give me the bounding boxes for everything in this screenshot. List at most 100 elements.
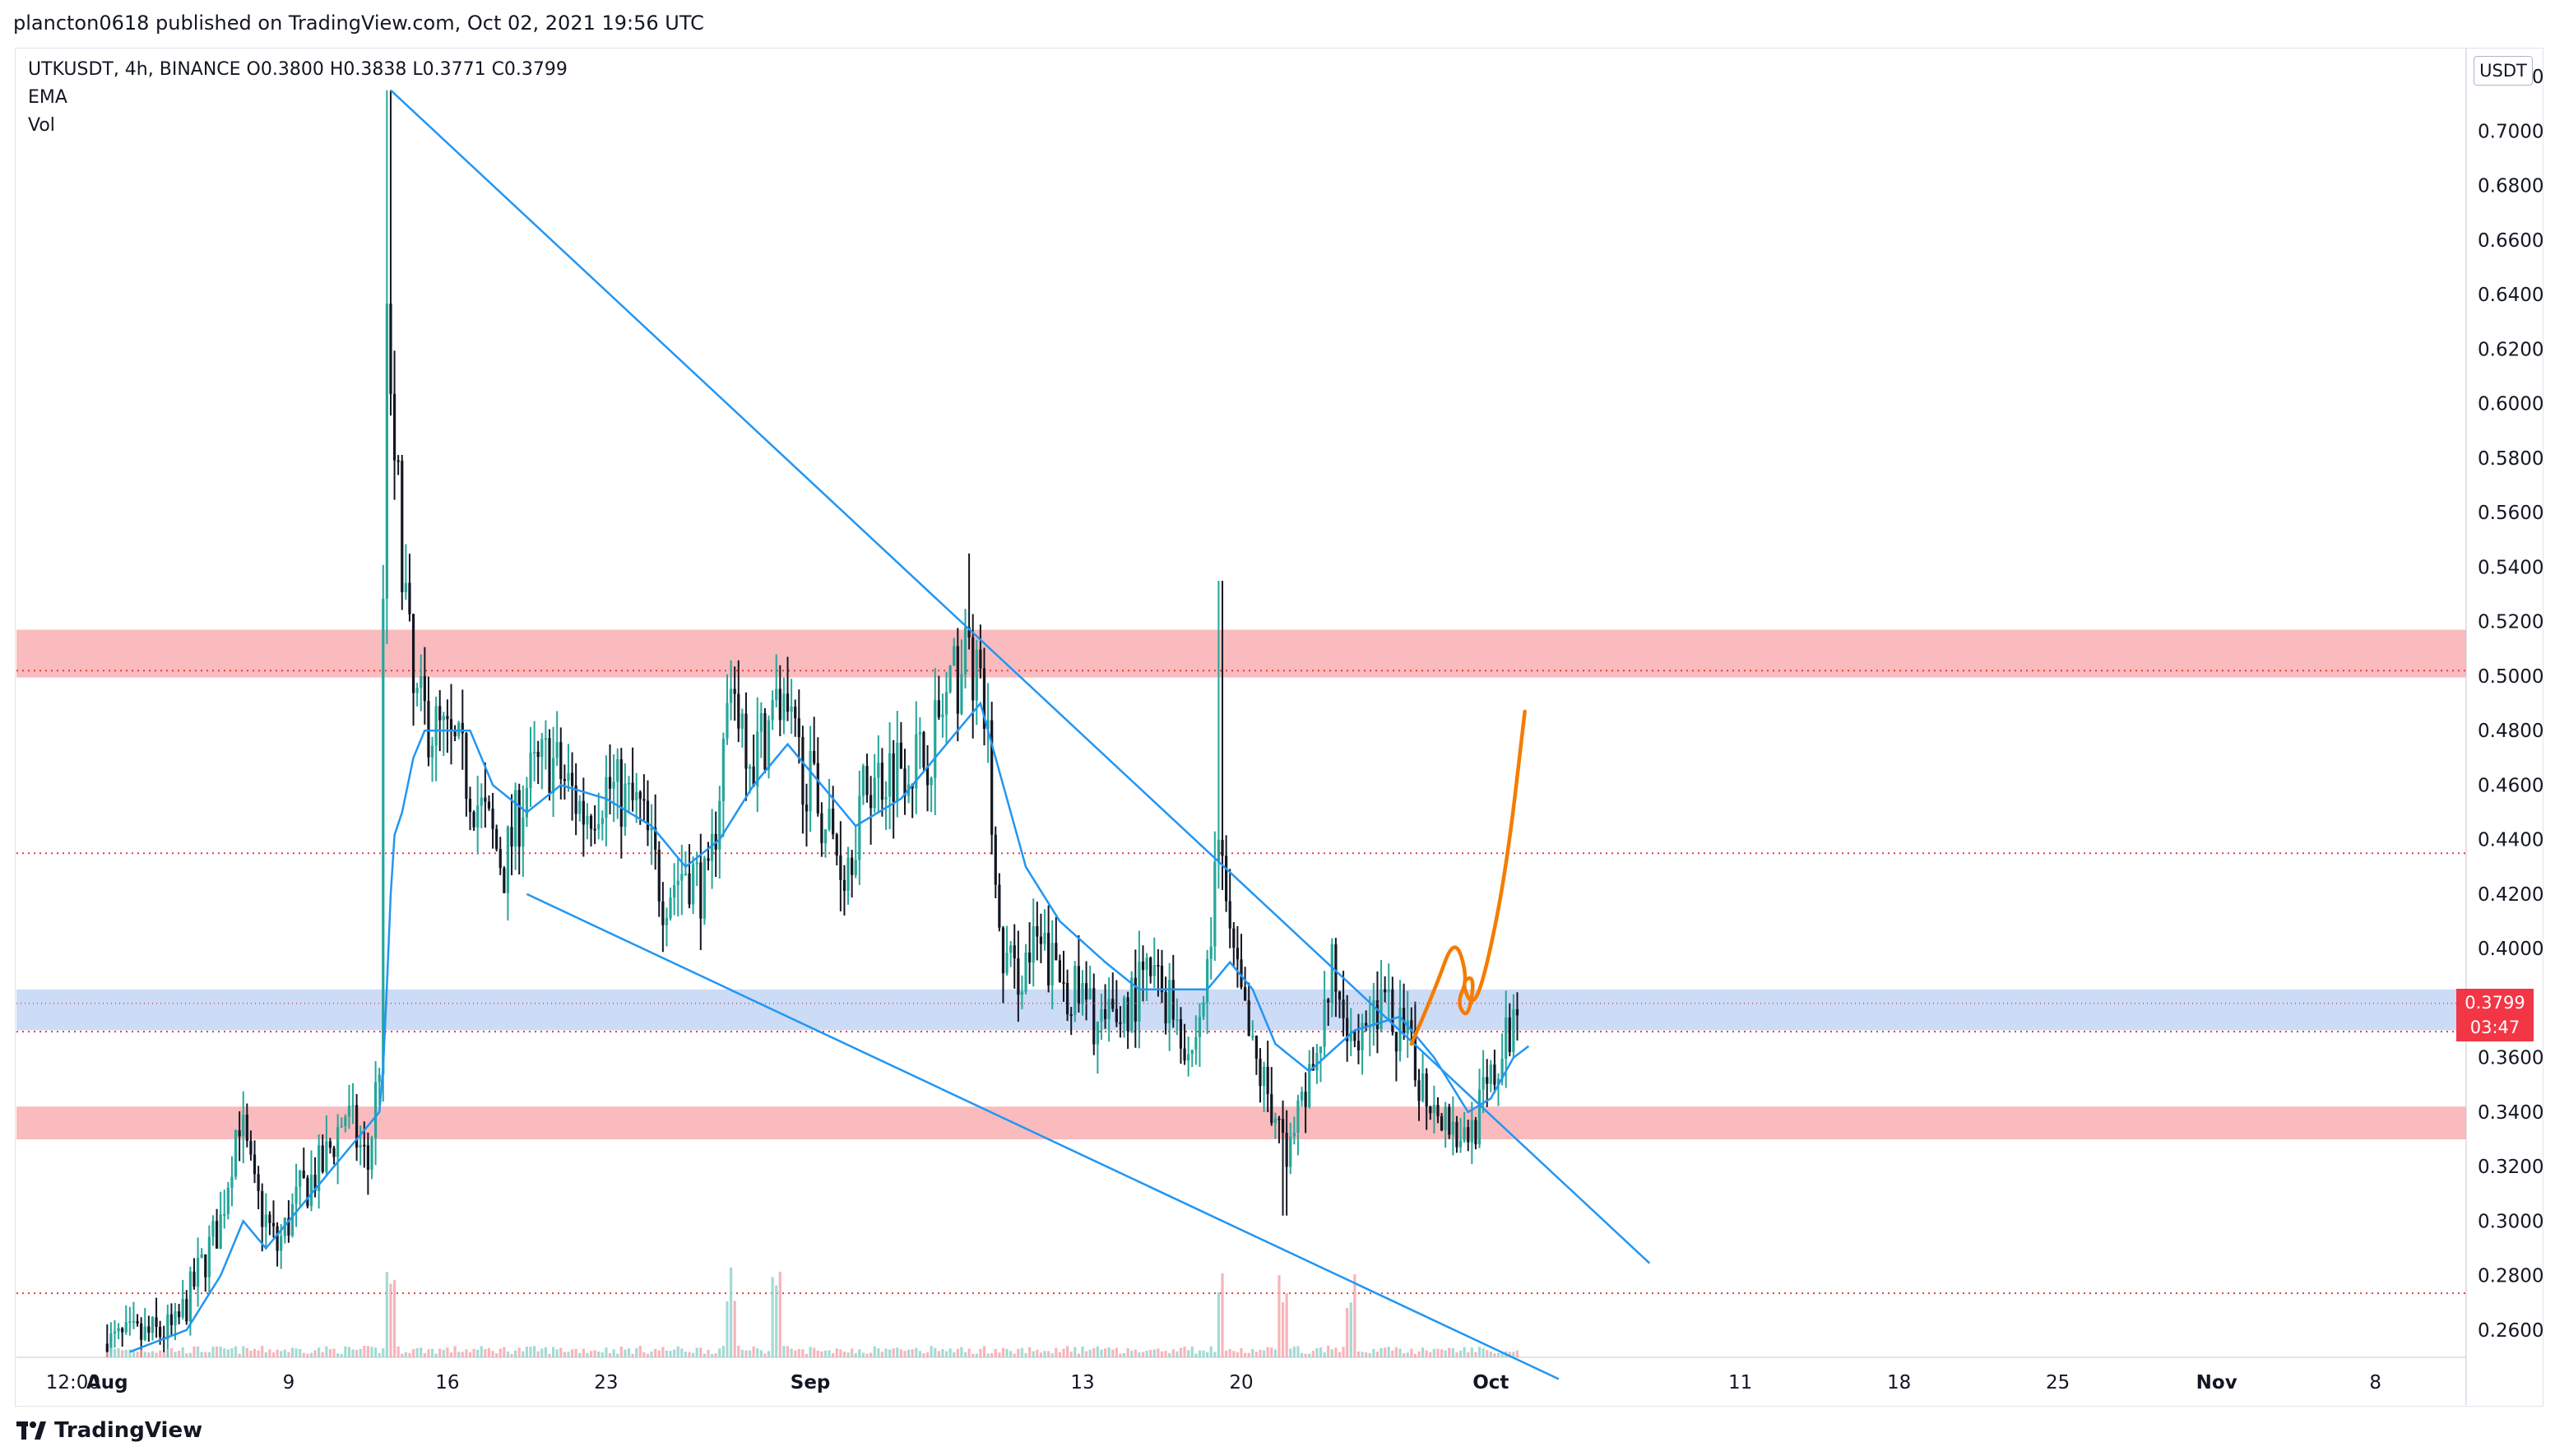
- symbol-ohlc[interactable]: UTKUSDT, 4h, BINANCE O0.3800 H0.3838 L0.…: [28, 59, 568, 80]
- candle-body: [979, 649, 982, 669]
- volume-indicator-label[interactable]: Vol: [28, 115, 55, 136]
- candle-body: [1039, 936, 1043, 944]
- volume-bar: [888, 1349, 892, 1357]
- volume-bar: [363, 1346, 366, 1357]
- candle-body: [695, 862, 698, 865]
- candle-body: [1032, 926, 1035, 963]
- candle-body: [1463, 1127, 1466, 1141]
- candle-body: [404, 582, 407, 592]
- volume-bar: [1032, 1351, 1035, 1357]
- candle-body: [1202, 1002, 1205, 1018]
- candle-body: [1077, 966, 1080, 1004]
- candle-body: [1448, 1106, 1451, 1135]
- candle-body: [1304, 1092, 1307, 1107]
- candle-body: [1496, 1078, 1500, 1085]
- candle-body: [128, 1321, 132, 1324]
- candle-body: [657, 849, 661, 902]
- candle-body: [1270, 1094, 1273, 1124]
- volume-bar: [1436, 1348, 1440, 1357]
- candle-body: [1092, 988, 1096, 1045]
- candle-body: [313, 1175, 317, 1191]
- candle-body: [880, 763, 884, 800]
- candle-body: [430, 745, 434, 758]
- candle-body: [574, 786, 577, 814]
- candle-body: [839, 855, 842, 880]
- candle-body: [392, 393, 396, 461]
- volume-bar: [313, 1350, 317, 1357]
- candle-body: [896, 742, 899, 802]
- candle-body: [532, 751, 536, 754]
- volume-bar: [813, 1347, 816, 1357]
- volume-bar: [261, 1346, 264, 1357]
- candle-body: [941, 714, 944, 717]
- volume-bar: [1157, 1348, 1160, 1357]
- candle-body: [809, 751, 812, 812]
- volume-bar: [657, 1350, 661, 1357]
- projection-path[interactable]: [1409, 709, 1527, 1046]
- candle-body: [420, 676, 423, 689]
- candle-body: [1259, 1059, 1262, 1087]
- candle-body: [351, 1105, 355, 1107]
- candle-body: [790, 707, 793, 712]
- volume-bar: [775, 1285, 778, 1357]
- footer-brand[interactable]: TradingView: [16, 1418, 202, 1443]
- price-tick-label: 0.4400: [2478, 830, 2543, 851]
- candle-body: [960, 674, 963, 714]
- volume-bar: [491, 1351, 494, 1357]
- candle-body: [276, 1226, 279, 1251]
- candle-body: [1387, 989, 1390, 993]
- volume-bar: [600, 1352, 604, 1357]
- candle-body: [654, 827, 657, 850]
- volume-bar: [805, 1353, 809, 1357]
- volume-bar: [1342, 1347, 1345, 1357]
- candle-body: [642, 799, 646, 801]
- volume-bar: [726, 1301, 729, 1357]
- volume-bar: [1463, 1347, 1466, 1357]
- candle-body: [624, 783, 627, 828]
- volume-bar: [506, 1351, 510, 1357]
- candle-body: [733, 689, 736, 694]
- volume-bar: [851, 1348, 854, 1357]
- ema-indicator-label[interactable]: EMA: [28, 87, 67, 108]
- candle-body: [401, 461, 404, 592]
- candle-body: [1187, 1054, 1190, 1061]
- currency-unit-button[interactable]: USDT: [2474, 56, 2533, 86]
- ema-line[interactable]: [129, 701, 1530, 1353]
- candle-body: [1315, 1052, 1319, 1071]
- volume-bar: [771, 1277, 774, 1357]
- candle-body: [249, 1140, 253, 1155]
- volume-bar: [1077, 1353, 1080, 1357]
- candle-body: [934, 700, 937, 778]
- volume-bar: [1375, 1352, 1380, 1357]
- candle-body: [491, 808, 494, 829]
- trendline-0[interactable]: [390, 89, 1651, 1264]
- candle-body: [1455, 1121, 1458, 1148]
- candle-body: [982, 668, 986, 729]
- volume-bar: [446, 1347, 449, 1357]
- candle-body: [570, 772, 574, 786]
- volume-bar: [423, 1352, 426, 1357]
- volume-bar: [1387, 1347, 1390, 1357]
- candle-body: [359, 1144, 362, 1148]
- candle-body: [925, 767, 930, 786]
- volume-bar: [1425, 1350, 1428, 1357]
- candle-body: [635, 791, 638, 800]
- candle-body: [1349, 1031, 1352, 1041]
- volume-bar: [1380, 1347, 1383, 1357]
- candle-body: [865, 766, 869, 795]
- candle-body: [344, 1116, 347, 1126]
- candle-body: [1285, 1133, 1288, 1167]
- volume-bar: [1062, 1348, 1065, 1357]
- candle-body: [1273, 1118, 1277, 1124]
- volume-bar: [865, 1353, 869, 1357]
- volume-bar: [124, 1349, 128, 1357]
- volume-bar: [582, 1348, 585, 1357]
- volume-bar: [586, 1352, 589, 1357]
- price-tick-label: 0.6800: [2478, 176, 2543, 197]
- candle-body: [816, 763, 819, 814]
- trendline-1[interactable]: [526, 893, 1560, 1380]
- chart-frame[interactable]: [15, 48, 2543, 1407]
- candle-body: [540, 739, 544, 758]
- candle-body: [861, 766, 865, 796]
